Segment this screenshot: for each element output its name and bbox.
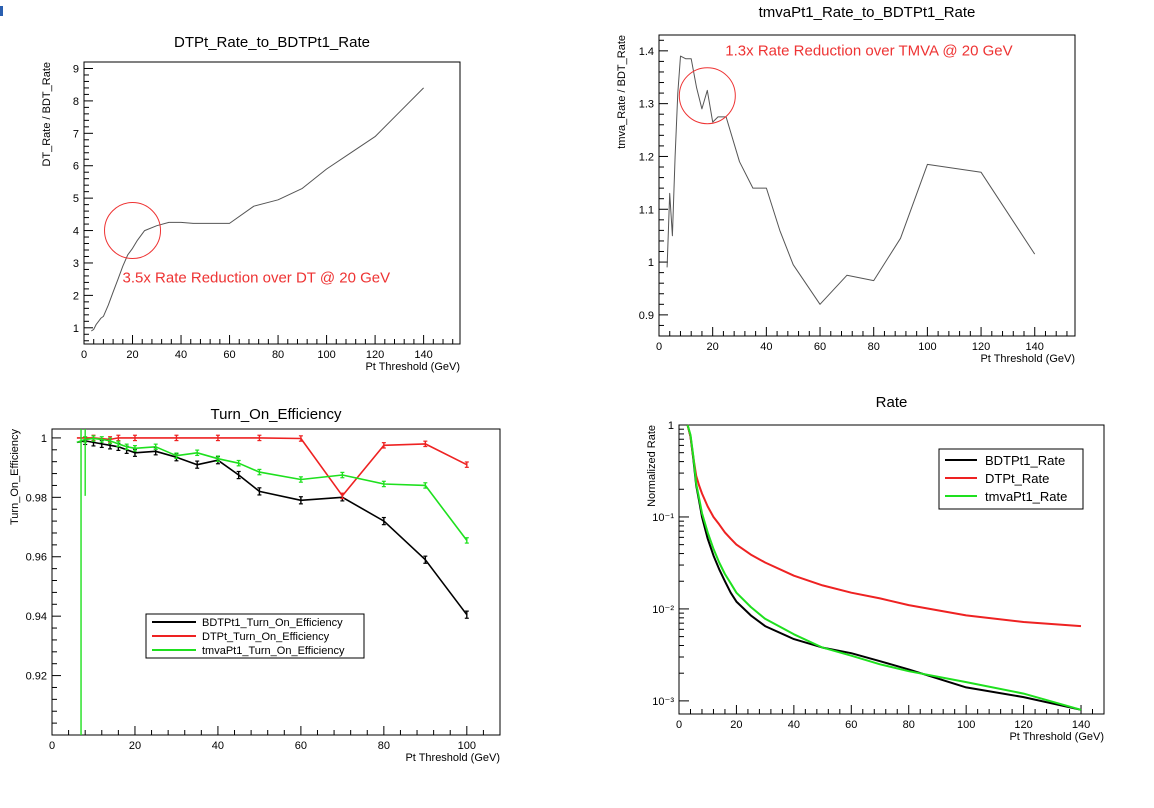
legend-label: tmvaPt1_Turn_On_Efficiency <box>202 645 345 657</box>
y-axis-label: DT_Rate / BDT_Rate <box>41 62 53 167</box>
x-tick-label: 100 <box>957 719 975 731</box>
x-tick-label: 20 <box>126 349 138 361</box>
rate-line-2 <box>686 424 1082 628</box>
chart-panel-1: DTPt_Rate_to_BDTPt1_Rate 0 20 40 60 80 100 120 1… <box>41 34 461 373</box>
chart-title: Turn_On_Efficiency <box>211 406 342 423</box>
y-tick-label: 10⁻² <box>652 604 674 616</box>
plot-frame <box>658 34 1076 337</box>
y-tick-label: 1.2 <box>639 151 654 163</box>
y-tick-label: 0.98 <box>26 492 47 504</box>
chart-title: Rate <box>876 394 908 411</box>
y-tick-label: 1.4 <box>639 46 654 58</box>
x-tick-label: 120 <box>972 341 990 353</box>
annotation-circle <box>678 67 736 125</box>
x-tick-label: 60 <box>845 719 857 731</box>
plot-frame <box>83 61 461 345</box>
x-tick-label: 100 <box>317 349 335 361</box>
legend-label: BDTPt1_Rate <box>985 453 1065 468</box>
x-tick-label: 0 <box>81 349 87 361</box>
annotation-circle <box>104 202 162 260</box>
x-tick-label: 120 <box>1014 719 1032 731</box>
x-axis-label: Pt Threshold (GeV) <box>365 361 460 373</box>
x-tick-label: 40 <box>788 719 800 731</box>
plot-frame <box>678 424 1105 715</box>
legend: BDTPt1_Rate DTPt_Rate tmvaPt1_Rate <box>938 448 1084 510</box>
y-tick-label: 7 <box>73 128 79 140</box>
y-tick-label: 4 <box>73 226 79 238</box>
efficiency-line-1 <box>76 440 468 616</box>
chart-panel-2: tmvaPt1_Rate_to_BDTPt1_Rate 0 20 40 60 80 100 1… <box>616 4 1076 365</box>
x-tick-label: 100 <box>458 740 476 752</box>
y-tick-label: 3 <box>73 258 79 270</box>
corner-mark <box>0 6 3 16</box>
y-tick-label: 0.94 <box>26 611 47 623</box>
ratio-line <box>666 55 1036 305</box>
x-axis-label: Pt Threshold (GeV) <box>1009 731 1104 743</box>
ratio-line <box>91 87 424 332</box>
y-tick-label: 0.92 <box>26 671 47 683</box>
y-tick-label: 1 <box>648 257 654 269</box>
legend-label: DTPt_Turn_On_Efficiency <box>202 631 330 643</box>
y-tick-label: 5 <box>73 193 79 205</box>
y-tick-label: 0.96 <box>26 552 47 564</box>
x-tick-label: 20 <box>707 341 719 353</box>
x-axis-label: Pt Threshold (GeV) <box>405 752 500 764</box>
x-tick-label: 140 <box>1026 341 1044 353</box>
x-tick-label: 0 <box>656 341 662 353</box>
x-tick-label: 60 <box>223 349 235 361</box>
y-tick-label: 1.1 <box>639 204 654 216</box>
legend-label: DTPt_Rate <box>985 471 1049 486</box>
x-tick-label: 100 <box>918 341 936 353</box>
x-tick-label: 80 <box>868 341 880 353</box>
y-tick-label: 9 <box>73 63 79 75</box>
legend-label: BDTPt1_Turn_On_Efficiency <box>202 617 343 629</box>
legend-label: tmvaPt1_Rate <box>985 489 1067 504</box>
chart-title: tmvaPt1_Rate_to_BDTPt1_Rate <box>759 4 976 21</box>
x-tick-label: 60 <box>814 341 826 353</box>
x-tick-label: 140 <box>414 349 432 361</box>
x-tick-label: 80 <box>272 349 284 361</box>
legend: BDTPt1_Turn_On_Efficiency DTPt_Turn_On_Ef… <box>145 613 365 659</box>
annotation-text: 3.5x Rate Reduction over DT @ 20 GeV <box>123 270 391 287</box>
x-tick-label: 20 <box>730 719 742 731</box>
x-tick-label: 40 <box>175 349 187 361</box>
y-tick-label: 0.9 <box>639 310 654 322</box>
chart-title: DTPt_Rate_to_BDTPt1_Rate <box>174 34 370 51</box>
y-axis-label: Normalized Rate <box>646 425 658 507</box>
x-tick-label: 60 <box>295 740 307 752</box>
y-tick-label: 1 <box>73 323 79 335</box>
plot-frame <box>51 428 501 736</box>
y-tick-label: 1 <box>41 433 47 445</box>
x-tick-label: 140 <box>1072 719 1090 731</box>
y-tick-label: 8 <box>73 96 79 108</box>
y-tick-label: 6 <box>73 161 79 173</box>
x-tick-label: 0 <box>676 719 682 731</box>
x-tick-label: 80 <box>378 740 390 752</box>
x-axis-label: Pt Threshold (GeV) <box>980 353 1075 365</box>
y-axis-label: tmva_Rate / BDT_Rate <box>616 35 628 149</box>
y-tick-label: 1.3 <box>639 99 654 111</box>
y-tick-label: 10⁻³ <box>652 696 674 708</box>
y-axis-label: Turn_On_Efficiency <box>9 429 21 525</box>
x-tick-label: 120 <box>366 349 384 361</box>
rate-line-3 <box>686 424 1082 711</box>
x-tick-label: 0 <box>49 740 55 752</box>
y-tick-label: 2 <box>73 290 79 302</box>
x-tick-label: 80 <box>903 719 915 731</box>
annotation-text: 1.3x Rate Reduction over TMVA @ 20 GeV <box>725 43 1012 60</box>
x-tick-label: 20 <box>129 740 141 752</box>
x-tick-label: 40 <box>212 740 224 752</box>
y-tick-label: 1 <box>668 420 674 432</box>
y-tick-label: 10⁻¹ <box>652 512 674 524</box>
x-tick-label: 40 <box>760 341 772 353</box>
